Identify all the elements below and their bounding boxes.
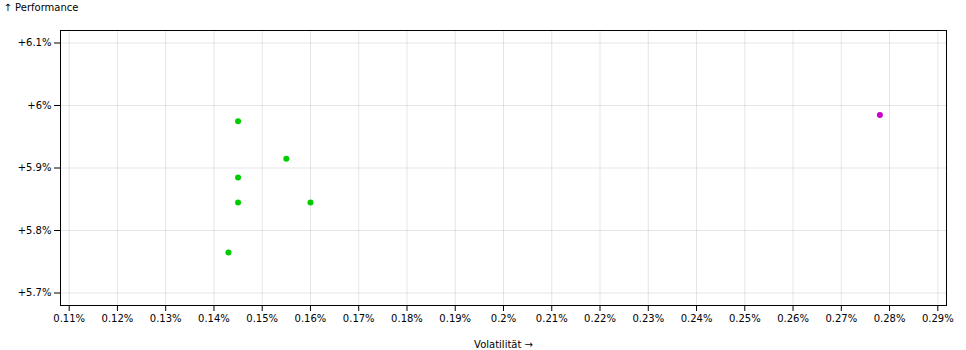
svg-text:0.11%: 0.11% xyxy=(53,313,85,324)
svg-text:+6%: +6% xyxy=(27,100,51,111)
svg-text:0.21%: 0.21% xyxy=(536,313,568,324)
svg-text:0.17%: 0.17% xyxy=(343,313,375,324)
svg-text:0.2%: 0.2% xyxy=(491,313,516,324)
svg-text:0.16%: 0.16% xyxy=(295,313,327,324)
svg-text:↑ Performance: ↑ Performance xyxy=(4,2,79,13)
svg-text:0.13%: 0.13% xyxy=(150,313,182,324)
svg-text:0.23%: 0.23% xyxy=(632,313,664,324)
svg-text:0.28%: 0.28% xyxy=(874,313,906,324)
svg-text:+5.7%: +5.7% xyxy=(18,287,52,298)
svg-text:Volatilität →: Volatilität → xyxy=(474,339,533,350)
svg-text:+5.8%: +5.8% xyxy=(18,225,52,236)
svg-text:0.26%: 0.26% xyxy=(777,313,809,324)
svg-text:0.22%: 0.22% xyxy=(584,313,616,324)
svg-text:0.25%: 0.25% xyxy=(729,313,761,324)
svg-text:0.19%: 0.19% xyxy=(439,313,471,324)
svg-text:0.18%: 0.18% xyxy=(391,313,423,324)
svg-text:0.15%: 0.15% xyxy=(246,313,278,324)
svg-text:0.14%: 0.14% xyxy=(198,313,230,324)
svg-text:+5.9%: +5.9% xyxy=(18,162,52,173)
svg-text:0.29%: 0.29% xyxy=(922,313,954,324)
svg-text:+6.1%: +6.1% xyxy=(18,37,52,48)
svg-text:0.27%: 0.27% xyxy=(825,313,857,324)
svg-text:0.24%: 0.24% xyxy=(681,313,713,324)
svg-text:0.12%: 0.12% xyxy=(102,313,134,324)
